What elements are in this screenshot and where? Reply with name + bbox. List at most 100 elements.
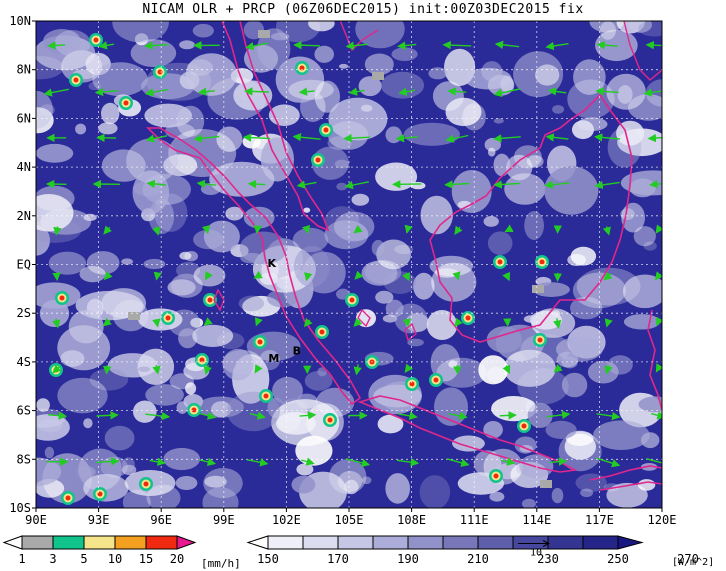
wind-vector <box>53 226 62 236</box>
cloud-patch <box>526 155 544 168</box>
wind-vector <box>594 180 620 190</box>
island-outlines <box>213 21 662 342</box>
cloud-patch <box>54 30 91 57</box>
wind-vector <box>397 458 420 467</box>
cloud-patch <box>486 326 523 353</box>
olr-bar-segment <box>302 535 339 550</box>
wind-vector <box>501 457 516 466</box>
precip-cell-peak <box>143 481 149 487</box>
wind-vector <box>245 41 268 51</box>
cloud-patch <box>48 251 87 275</box>
wind-vector <box>254 364 263 374</box>
precip-tick-label: 15 <box>139 552 153 566</box>
olr-colorbar: 15017019021023025027029010 <box>246 535 699 566</box>
cloud-patch <box>371 239 385 257</box>
cloud-patch <box>126 138 179 184</box>
cloud-patch <box>645 79 662 107</box>
cloud-patch <box>638 21 662 37</box>
wind-vector <box>304 272 313 282</box>
lat-tick-label: 6N <box>17 111 31 125</box>
cloud-patch <box>308 21 335 32</box>
cloud-patch <box>567 254 586 266</box>
wind-vector <box>651 411 662 420</box>
cloud-patch <box>452 435 485 452</box>
wind-vector <box>544 180 570 189</box>
cloud-patch <box>504 173 546 205</box>
wind-vector <box>454 317 463 327</box>
plot-area: K M B <box>36 21 662 508</box>
wind-vector <box>144 41 169 50</box>
olr-tick-label: 270 <box>677 552 699 566</box>
wind-vector <box>553 363 563 373</box>
cloud-patch <box>170 273 203 298</box>
cloud-patch <box>209 161 275 197</box>
cloud-patch <box>61 50 103 83</box>
precip-cell-peak <box>257 339 263 345</box>
lon-tick-label: 93E <box>88 513 110 527</box>
cloud-patch <box>524 211 544 240</box>
wind-vector <box>353 224 363 234</box>
precip-cell-peak <box>433 377 439 383</box>
longitude-axis: 90E 93E 96E 99E 102E 105E 108E 111E 114E 117E 120E <box>25 508 676 527</box>
wind-vector <box>296 180 317 189</box>
wind-vector <box>502 271 511 282</box>
precip-cell-peak <box>263 393 269 399</box>
cloud-patch <box>314 45 335 63</box>
wind-vector <box>152 364 161 375</box>
cloud-patch <box>68 310 104 344</box>
cloud-patch <box>328 97 388 141</box>
cloud-patch <box>36 143 74 163</box>
olr-bar-low-arrow <box>246 535 269 550</box>
cloud-patch <box>233 80 273 111</box>
wind-vector <box>596 457 621 468</box>
precip-cell-peak <box>497 259 503 265</box>
cloud-patch <box>391 47 418 61</box>
precip-tick-label: 10 <box>108 552 122 566</box>
wind-vector <box>52 318 61 329</box>
wind-vector <box>447 87 467 96</box>
cloud-patch <box>486 366 506 384</box>
place-marker-label: B <box>293 345 301 358</box>
cloud-patch <box>514 436 537 454</box>
cloud-patch <box>36 457 62 487</box>
precip-cell-peak <box>465 315 471 321</box>
cloud-patch <box>138 366 151 372</box>
wind-vector <box>43 88 69 97</box>
wind-vector <box>654 271 662 281</box>
cloud-patch <box>121 464 137 476</box>
olr-bar-segment <box>337 535 374 550</box>
wind-vector <box>656 316 662 327</box>
cloud-patch <box>641 432 660 449</box>
precip-cell-peak <box>65 495 71 501</box>
olr-bar-high-arrow <box>617 535 644 550</box>
wind-vector <box>199 411 217 420</box>
lon-tick-label: 117E <box>585 513 614 527</box>
place-marker-label: M <box>268 352 279 365</box>
cloud-patch <box>314 80 340 113</box>
precip-cell-peak <box>319 329 325 335</box>
cloud-patch <box>361 476 372 485</box>
wind-vector <box>402 318 411 328</box>
wind-vector <box>452 271 461 281</box>
cloud-patch <box>89 368 129 391</box>
sumatra-coastline <box>146 127 362 406</box>
cloud-patch <box>334 159 349 169</box>
wind-vector <box>442 40 472 50</box>
cloud-patch <box>633 226 656 247</box>
cloud-patch <box>521 498 536 508</box>
cloud-patch <box>222 348 254 381</box>
cloud-patch <box>144 103 192 128</box>
wind-vector <box>345 41 368 50</box>
wind-vector <box>395 133 418 143</box>
wind-vector <box>242 133 271 142</box>
cloud-patch <box>629 178 656 198</box>
precip-cell-peak <box>73 77 79 83</box>
wind-vector <box>103 271 113 281</box>
cloud-patch <box>361 104 373 112</box>
wind-vector <box>397 41 417 50</box>
precip-cell-peak <box>409 381 415 387</box>
precip-bar-segment <box>83 535 116 550</box>
wind-vector <box>655 224 662 234</box>
cloud-patch <box>483 421 503 439</box>
